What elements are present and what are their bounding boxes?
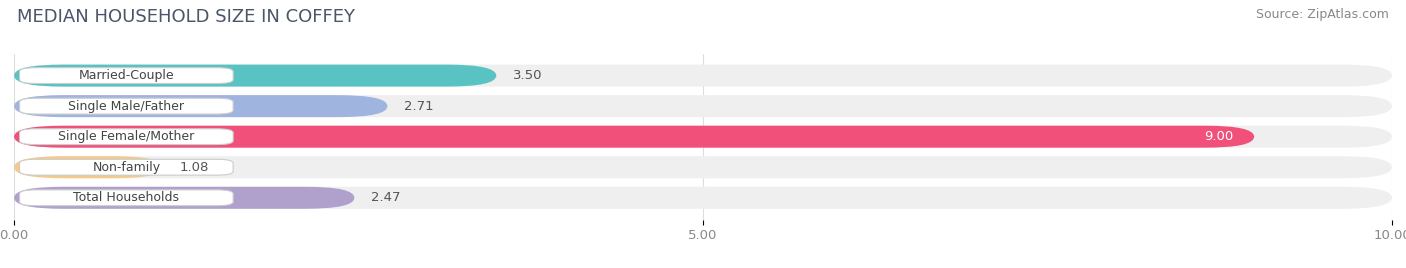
Text: Source: ZipAtlas.com: Source: ZipAtlas.com (1256, 8, 1389, 21)
Text: Single Female/Mother: Single Female/Mother (58, 130, 194, 143)
FancyBboxPatch shape (14, 156, 163, 178)
Text: 3.50: 3.50 (513, 69, 543, 82)
FancyBboxPatch shape (14, 65, 1392, 87)
Text: Total Households: Total Households (73, 191, 180, 204)
FancyBboxPatch shape (14, 65, 496, 87)
FancyBboxPatch shape (20, 98, 233, 114)
FancyBboxPatch shape (14, 187, 354, 209)
Text: 2.47: 2.47 (371, 191, 401, 204)
Text: Single Male/Father: Single Male/Father (69, 100, 184, 113)
FancyBboxPatch shape (14, 126, 1392, 148)
FancyBboxPatch shape (14, 95, 1392, 117)
FancyBboxPatch shape (14, 187, 1392, 209)
Text: 9.00: 9.00 (1204, 130, 1233, 143)
FancyBboxPatch shape (20, 190, 233, 206)
Text: Non-family: Non-family (93, 161, 160, 174)
Text: 1.08: 1.08 (180, 161, 208, 174)
Text: Married-Couple: Married-Couple (79, 69, 174, 82)
Text: MEDIAN HOUSEHOLD SIZE IN COFFEY: MEDIAN HOUSEHOLD SIZE IN COFFEY (17, 8, 354, 26)
Text: 2.71: 2.71 (404, 100, 433, 113)
FancyBboxPatch shape (14, 95, 388, 117)
FancyBboxPatch shape (20, 159, 233, 175)
FancyBboxPatch shape (14, 156, 1392, 178)
FancyBboxPatch shape (20, 68, 233, 84)
FancyBboxPatch shape (14, 126, 1254, 148)
FancyBboxPatch shape (20, 129, 233, 145)
